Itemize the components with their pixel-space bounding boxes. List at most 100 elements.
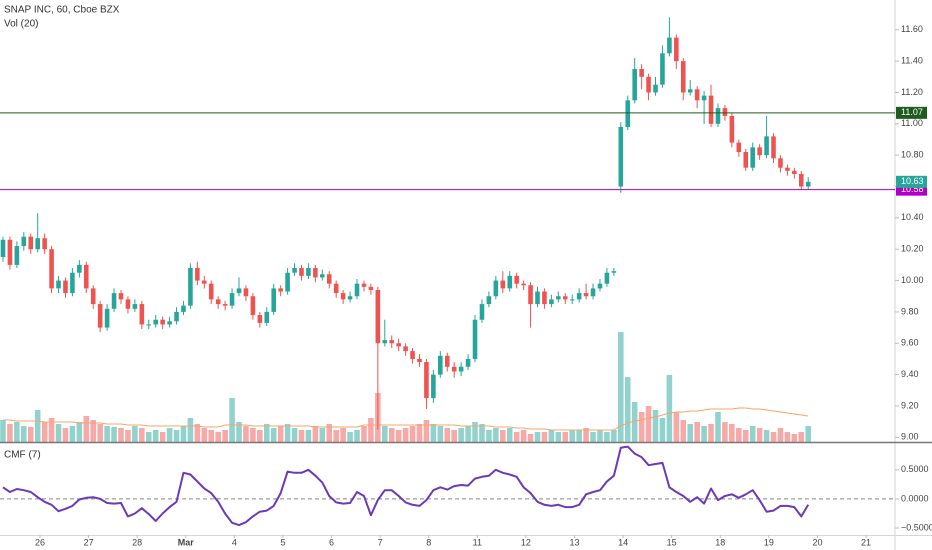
candle-body [181,305,186,312]
candle-body [83,264,89,289]
candle-body [320,274,325,278]
candle-body [493,280,499,297]
volume-bar [659,418,666,442]
volume-bar [534,432,541,442]
volume-bar [48,418,55,442]
candle-body [736,142,742,153]
candle-body [118,293,124,300]
volume-bar [326,424,333,442]
volume-bar [7,424,13,442]
volume-bar [277,426,284,442]
candle-body [340,293,346,300]
volume-bar [298,430,305,442]
candle-body [7,239,13,265]
volume-bar [236,422,242,442]
candle-body [250,296,256,316]
candle-body [146,324,152,326]
volume-bar [569,430,575,442]
volume-bar [541,432,548,442]
candle-body [410,351,415,359]
volume-bar [777,428,784,442]
volume-bar [479,424,485,442]
x-tick-label: Mar [178,537,195,547]
candle-body [42,238,47,250]
candle-body [264,311,270,323]
volume-bar [472,422,478,442]
volume-bar [597,430,603,442]
candle-body [583,293,589,297]
volume-bar [416,424,423,442]
volume-bar [166,428,173,442]
candle-body [243,288,249,297]
volume-bar [791,434,798,442]
price-label-box [896,106,927,119]
candle-body [798,173,804,187]
candle-body [743,152,749,168]
candle-body [368,286,374,290]
candle-body [562,296,568,300]
candle-body [472,319,478,359]
volume-bar [263,424,270,442]
volume-bar [312,426,319,442]
candle-body [805,181,811,187]
x-tick-label: 8 [426,537,431,547]
volume-bar [34,410,41,442]
volume-bar [590,432,596,442]
y-tick-label: 11.00 [901,118,923,128]
y-tick-label: 0.0000 [901,493,929,503]
volume-bar [729,424,735,442]
candle-body [14,246,20,265]
volume-bar [784,432,791,442]
candle-body [479,304,485,320]
candle-body [618,126,624,187]
y-tick-label: 11.40 [901,56,923,66]
volume-bar [701,426,707,442]
x-tick-label: 20 [812,537,822,547]
volume-bar [763,430,770,442]
x-tick-label: 27 [84,537,94,547]
volume-bar [284,424,291,442]
volume-bar [652,410,659,442]
volume-bar [423,420,430,442]
candle-body [0,239,6,258]
candle-body [542,291,547,305]
candle-body [549,299,554,305]
volume-bar [742,430,749,442]
candle-body [215,299,221,305]
volume-bar [722,422,728,442]
candle-body [625,100,631,127]
candle-body [521,283,526,286]
volume-bar [305,430,312,442]
candle-body [514,275,519,284]
volume-bar [520,430,527,442]
candle-body [49,249,54,289]
candle-body [729,115,735,143]
volume-bar [187,418,194,442]
x-tick-label: 14 [618,537,628,547]
volume-bar [125,430,131,442]
candle-body [222,304,228,306]
volume-bar [118,428,124,442]
volume-bar [291,428,298,442]
candle-body [28,236,34,250]
volume-bar [486,430,492,442]
y-tick-label: 9.40 [901,369,919,379]
volume-bar [152,430,159,442]
volume-bar [62,428,69,442]
candle-body [694,89,700,101]
volume-bar [229,398,235,442]
volume-bar [354,430,360,442]
volume-label: Vol (20) [4,19,38,30]
y-tick-label: 10.80 [901,150,924,160]
volume-ma-line [3,407,809,431]
candle-body [500,280,506,289]
candle-body [715,108,721,124]
candle-body [104,308,110,328]
candle-body [444,355,450,367]
volume-bar [611,430,617,442]
candle-body [125,299,131,309]
x-tick-label: 13 [569,537,579,547]
candle-body [139,304,145,325]
candle-body [354,283,360,297]
candle-body [306,268,311,276]
